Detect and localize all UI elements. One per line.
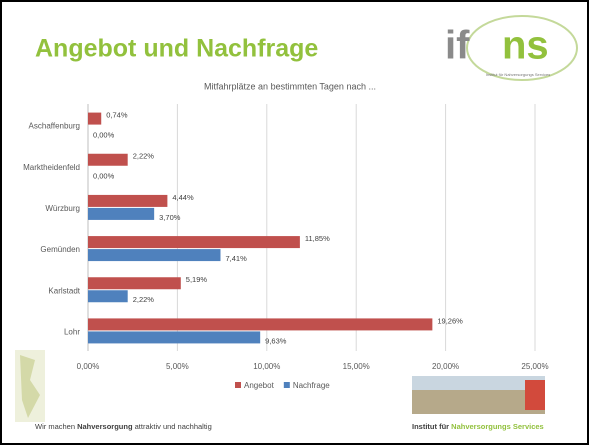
value-label: 0,74%: [106, 111, 128, 120]
bar: [88, 290, 128, 303]
map-image: [15, 350, 45, 422]
x-tick-label: 5,00%: [166, 362, 189, 371]
legend-label: Angebot: [244, 381, 275, 390]
value-label: 11,85%: [305, 234, 330, 243]
footer-text: Wir machen: [35, 422, 77, 431]
value-label: 19,26%: [437, 316, 463, 325]
footer-bold: Nahversorgung: [77, 422, 133, 431]
footer-text: attraktiv und nachhaltig: [133, 422, 212, 431]
bar: [88, 112, 102, 125]
photo-sky: [412, 376, 545, 390]
footer-text: Institut für: [412, 422, 451, 431]
bar: [88, 277, 181, 290]
logo: if ns Institut für Nahversorgungs Servic…: [445, 15, 578, 81]
chart-subtitle: Mitfahrplätze an bestimmten Tagen nach .…: [204, 81, 376, 91]
value-label: 5,19%: [186, 275, 208, 284]
legend-swatch: [235, 382, 241, 388]
logo-if: if: [445, 24, 470, 68]
bar: [88, 153, 128, 166]
value-label: 3,70%: [159, 213, 181, 222]
map-region: [20, 355, 40, 418]
value-label: 2,22%: [133, 295, 155, 304]
x-tick-label: 0,00%: [77, 362, 100, 371]
value-label: 4,44%: [172, 193, 194, 202]
logo-caption: Institut für Nahversorgungs Services: [486, 72, 550, 77]
legend-label: Nachfrage: [293, 381, 330, 390]
value-label: 0,00%: [93, 131, 115, 140]
logo-ring: [466, 15, 578, 81]
y-tick-label: Karlstadt: [48, 286, 80, 295]
bar: [88, 194, 168, 207]
legend-swatch: [283, 382, 290, 388]
y-tick-label: Würzburg: [45, 204, 80, 213]
logo-ns: ns: [502, 24, 549, 68]
footer-green: Nahversorgungs Services: [451, 422, 544, 431]
y-tick-label: Lohr: [64, 328, 80, 337]
bar: [88, 207, 155, 220]
bar: [88, 318, 433, 331]
x-tick-label: 20,00%: [432, 362, 459, 371]
value-label: 7,41%: [225, 254, 247, 263]
footer-left: Wir machen Nahversorgung attraktiv und n…: [35, 422, 212, 431]
x-tick-label: 15,00%: [343, 362, 370, 371]
y-tick-label: Aschaffenburg: [29, 122, 80, 131]
photo-emblem: [525, 380, 545, 410]
y-tick-label: Gemünden: [40, 245, 80, 254]
x-tick-label: 10,00%: [253, 362, 280, 371]
chart-title: Angebot und Nachfrage: [35, 35, 318, 63]
y-tick-label: Marktheidenfeld: [23, 163, 80, 172]
bar: [88, 331, 261, 344]
value-label: 2,22%: [133, 152, 155, 161]
photo: [412, 376, 545, 414]
value-label: 9,63%: [265, 336, 287, 345]
value-label: 0,00%: [93, 172, 115, 181]
bar: [88, 236, 300, 249]
footer-right: Institut für Nahversorgungs Services: [412, 422, 544, 431]
bar: [88, 249, 221, 262]
x-tick-label: 25,00%: [521, 362, 548, 371]
